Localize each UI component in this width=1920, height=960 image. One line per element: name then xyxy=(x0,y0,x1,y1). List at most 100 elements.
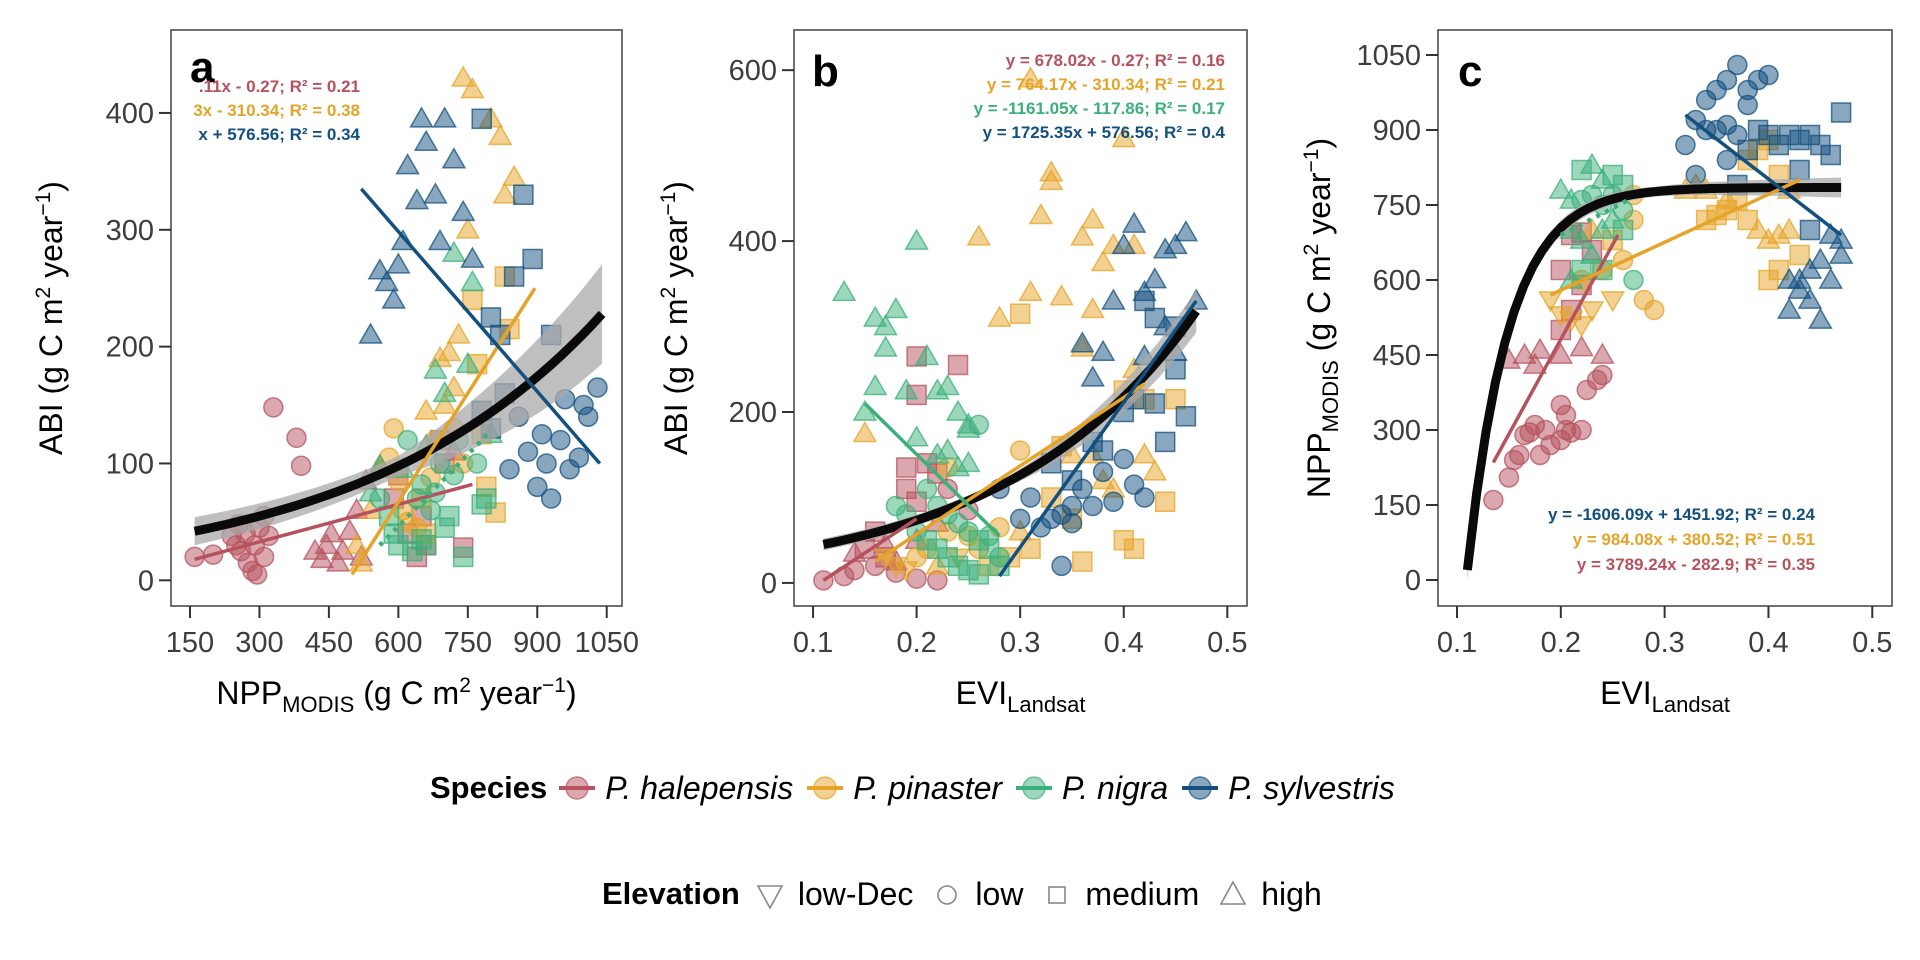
data-point xyxy=(1111,232,1136,255)
data-point xyxy=(1579,242,1605,264)
legend-elevation-triangle-down-icon xyxy=(756,885,784,910)
x-tick-label: 0.5 xyxy=(1852,627,1892,659)
species-fit-line xyxy=(350,287,537,576)
data-point xyxy=(1830,102,1852,123)
data-point xyxy=(423,357,448,379)
data-point xyxy=(1039,168,1064,191)
legend-species-title: Species xyxy=(430,770,548,805)
y-tick-label: 100 xyxy=(106,448,154,480)
equations: y = 678.02x - 0.27; R² = 0.16 y = 764.17x… xyxy=(974,51,1226,142)
data-point xyxy=(460,269,485,292)
y-tick-label: 900 xyxy=(1373,115,1421,147)
data-point xyxy=(1009,440,1031,461)
data-point xyxy=(432,392,457,414)
equations: .11x - 0.27; R² = 0.21 3x - 310.34; R² = … xyxy=(193,77,360,144)
data-point xyxy=(873,314,898,336)
data-point xyxy=(1134,487,1155,508)
data-point xyxy=(947,354,969,376)
points-layer xyxy=(813,66,1209,591)
data-point xyxy=(1080,207,1105,229)
data-point xyxy=(885,495,907,517)
data-point xyxy=(1142,267,1168,289)
species-fit-line xyxy=(863,402,1001,538)
data-point xyxy=(1716,149,1738,171)
data-point xyxy=(896,457,917,478)
data-point xyxy=(450,199,476,222)
data-point xyxy=(894,561,919,583)
data-point xyxy=(1590,342,1615,364)
legend-species-label: P. pinaster xyxy=(853,769,1003,806)
regression-equation: y = 3789.24x - 282.9; R² = 0.35 xyxy=(1577,555,1815,574)
x-tick-label: 0.3 xyxy=(1644,627,1684,659)
data-point xyxy=(499,459,520,480)
x-tick-label: 750 xyxy=(444,627,492,659)
data-point xyxy=(527,476,548,498)
data-point xyxy=(476,488,497,509)
data-point xyxy=(945,399,971,421)
x-tick-label: 0.1 xyxy=(1437,627,1477,659)
x-tick-label: 0.1 xyxy=(793,627,833,659)
data-point xyxy=(1706,79,1727,101)
data-point xyxy=(517,441,539,463)
data-point xyxy=(1080,365,1105,387)
data-point xyxy=(956,450,981,473)
data-point xyxy=(1165,388,1186,410)
data-point xyxy=(318,521,344,543)
data-point xyxy=(1090,250,1116,272)
y-tick-label: 600 xyxy=(729,55,777,87)
legend-species-label: P. sylvestris xyxy=(1228,769,1395,806)
overall-fit-line xyxy=(193,310,606,536)
data-point xyxy=(325,550,351,572)
legend-species-key xyxy=(807,776,844,800)
data-point xyxy=(409,106,434,128)
data-point xyxy=(1009,508,1031,530)
species-fit-line xyxy=(194,482,473,561)
data-point xyxy=(1623,269,1644,291)
data-point xyxy=(1555,404,1577,426)
data-point xyxy=(883,297,909,319)
regression-equation: y = 1725.35x + 576.56; R² = 0.4 xyxy=(983,123,1226,142)
data-point xyxy=(432,380,457,403)
data-point xyxy=(263,397,284,418)
data-point xyxy=(413,398,439,420)
x-tick-label: 0.4 xyxy=(1748,627,1788,659)
data-point xyxy=(432,106,457,128)
data-point xyxy=(987,305,1012,327)
data-point xyxy=(513,184,534,205)
data-point xyxy=(862,305,888,327)
x-axis-title: EVILandsat xyxy=(1600,675,1730,717)
data-point xyxy=(344,532,369,555)
x-axis-title: NPPMODIS (g C m2 year−1) xyxy=(216,674,576,717)
y-tick-label: 200 xyxy=(729,397,777,429)
data-point xyxy=(1509,444,1530,466)
overall-fit-line xyxy=(822,308,1200,549)
regression-equation: y = 764.17x - 310.34; R² = 0.21 xyxy=(987,75,1225,94)
species-fit-line xyxy=(1684,113,1843,237)
data-point xyxy=(420,499,442,521)
data-point xyxy=(1018,279,1043,302)
data-point xyxy=(1132,279,1157,302)
data-point xyxy=(978,525,1000,547)
x-tick-label: 1050 xyxy=(574,627,639,659)
data-point xyxy=(968,414,990,436)
data-point xyxy=(1828,242,1854,264)
data-point xyxy=(413,129,439,151)
data-point xyxy=(290,455,312,477)
y-tick-label: 600 xyxy=(1373,265,1421,297)
data-point xyxy=(1009,303,1031,324)
data-point xyxy=(1049,284,1074,306)
data-point xyxy=(423,182,448,204)
species-fit-line xyxy=(874,382,1146,564)
data-point xyxy=(1789,244,1810,266)
data-point xyxy=(1070,331,1095,353)
y-tick-label: 0 xyxy=(761,568,777,600)
data-point xyxy=(1737,79,1758,101)
data-point xyxy=(1579,301,1605,323)
data-point xyxy=(1745,217,1771,239)
data-point xyxy=(831,279,857,302)
data-point xyxy=(1758,64,1779,86)
data-point xyxy=(1144,307,1166,329)
data-point xyxy=(1080,297,1105,319)
data-point xyxy=(503,266,525,287)
data-point xyxy=(568,447,590,468)
